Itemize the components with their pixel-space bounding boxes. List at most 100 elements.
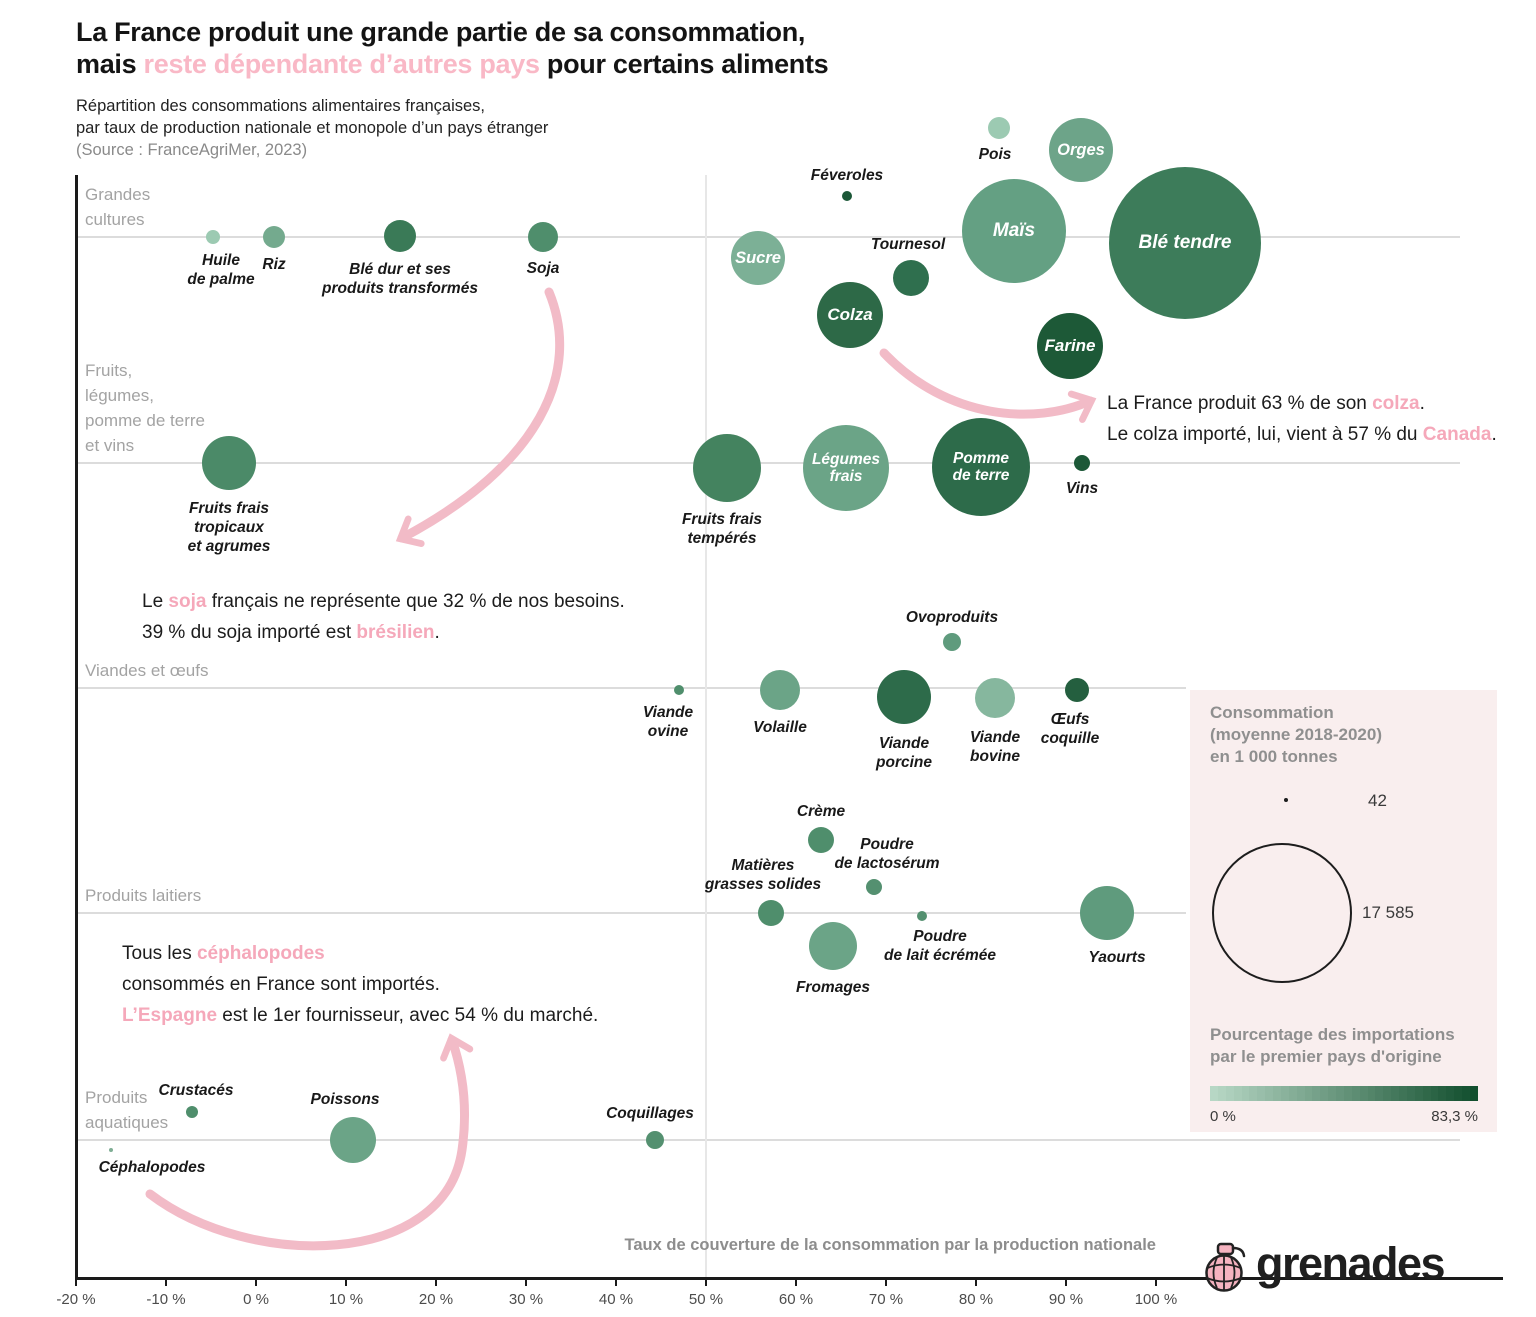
size-legend-title-3: en 1 000 tonnes xyxy=(1210,747,1338,766)
bubble-legumes-frais[interactable]: Légumes frais xyxy=(803,425,889,511)
gradient-segment xyxy=(1391,1086,1399,1101)
bubble-soja[interactable] xyxy=(528,222,558,252)
bubble-label-poissons: Poissons xyxy=(310,1091,380,1108)
bubble-viande-bovine[interactable] xyxy=(975,678,1015,718)
gradient-segment xyxy=(1422,1086,1431,1101)
color-legend-title-1: Pourcentage des importations xyxy=(1210,1025,1455,1044)
x-tick-mark xyxy=(345,1277,347,1286)
bubble-label-riz: Riz xyxy=(262,256,286,273)
bubble-poudre-lactoserum[interactable] xyxy=(866,879,882,895)
gradient-segment xyxy=(1225,1086,1234,1101)
annot-cephalopodes: Tous les céphalopodes consommés en France… xyxy=(122,943,599,1026)
x-tick-mark xyxy=(255,1277,257,1286)
x-tick-label: 10 % xyxy=(328,1291,364,1308)
gradient-segment xyxy=(1343,1086,1352,1101)
gradient-segment xyxy=(1454,1086,1462,1101)
bubble-crustaces[interactable] xyxy=(186,1106,198,1118)
bubble-sucre[interactable]: Sucre xyxy=(731,231,785,285)
bubble-farine[interactable]: Farine xyxy=(1037,313,1103,379)
bubble-colza[interactable]: Colza xyxy=(817,282,883,348)
bubble-fruits-temperes[interactable] xyxy=(693,434,761,502)
bubble-huile-de-palme[interactable] xyxy=(206,230,220,244)
bubble-coquillages[interactable] xyxy=(646,1131,664,1149)
gradient-segment xyxy=(1280,1086,1289,1101)
title-line2-pre: mais xyxy=(76,49,144,79)
color-gradient-bar xyxy=(1210,1086,1478,1101)
gradient-segment xyxy=(1414,1086,1423,1101)
bubble-cephalopodes[interactable] xyxy=(109,1148,113,1152)
gradient-segment xyxy=(1273,1086,1281,1101)
bubble-fruits-tropicaux[interactable] xyxy=(202,436,256,490)
soja-arrow xyxy=(395,287,565,547)
bubble-label-huile-de-palme: Huile de palme xyxy=(187,252,255,288)
category-label-viandes-oeufs: Viandes et œufs xyxy=(85,661,209,680)
bubble-label-viande-porcine: Viande porcine xyxy=(876,735,932,771)
x-tick-mark xyxy=(525,1277,527,1286)
bubble-label-ble-dur: Blé dur et ses produits transformés xyxy=(322,261,478,297)
x-axis-line xyxy=(75,1277,1503,1280)
bubble-label-matieres-grasses: Matières grasses solides xyxy=(704,857,822,893)
bubble-riz[interactable] xyxy=(263,226,285,248)
bubble-vins[interactable] xyxy=(1074,455,1090,471)
x-tick-mark xyxy=(705,1277,707,1286)
size-legend-max-value: 17 585 xyxy=(1362,903,1414,922)
gradient-segment xyxy=(1296,1086,1305,1101)
row-line-produits-aquatiques xyxy=(76,1139,1460,1141)
bubble-poudre-lait-ecreme[interactable] xyxy=(917,911,927,921)
bubble-label-coquillages: Coquillages xyxy=(606,1105,694,1122)
bubble-pomme-de-terre[interactable]: Pomme de terre xyxy=(932,418,1030,516)
gradient-segment xyxy=(1257,1086,1266,1101)
color-legend-title-2: par le premier pays d'origine xyxy=(1210,1047,1442,1066)
color-scale-min: 0 % xyxy=(1210,1108,1236,1125)
bubble-ovoproduits[interactable] xyxy=(943,633,961,651)
bubble-ble-dur[interactable] xyxy=(384,220,416,252)
size-legend-title: Consommation (moyenne 2018-2020) en 1 00… xyxy=(1210,702,1382,768)
x-tick-mark xyxy=(75,1277,77,1286)
bubble-pois[interactable] xyxy=(988,117,1010,139)
x-tick-label: 30 % xyxy=(508,1291,544,1308)
x-tick-mark xyxy=(975,1277,977,1286)
bubble-label-viande-ovine: Viande ovine xyxy=(642,704,694,740)
bubble-mais[interactable]: Maïs xyxy=(962,179,1066,283)
bubble-viande-ovine[interactable] xyxy=(674,685,684,695)
x-tick-label: 20 % xyxy=(418,1291,454,1308)
gradient-segment xyxy=(1351,1086,1360,1101)
bubble-label-pois: Pois xyxy=(978,146,1012,163)
gradient-segment xyxy=(1469,1086,1478,1101)
size-legend-max-circle xyxy=(1212,843,1352,983)
bubble-feveroles[interactable] xyxy=(842,191,852,201)
bubble-label-crustaces: Crustacés xyxy=(158,1082,234,1099)
x-tick-label: -20 % xyxy=(56,1291,96,1308)
gradient-segment xyxy=(1383,1086,1392,1101)
bubble-label-feveroles: Féveroles xyxy=(810,167,884,184)
subtitle-line1: Répartition des consommations alimentair… xyxy=(76,97,486,115)
bubble-label-pomme-de-terre: Pomme de terre xyxy=(952,449,1010,484)
bubble-tournesol[interactable] xyxy=(893,260,929,296)
bubble-label-vins: Vins xyxy=(1065,480,1099,497)
bubble-fromages[interactable] xyxy=(809,922,857,970)
bubble-orges[interactable]: Orges xyxy=(1049,118,1113,182)
bubble-volaille[interactable] xyxy=(760,670,800,710)
category-label-produits-aquatiques: Produits aquatiques xyxy=(85,1088,169,1132)
bubble-label-poudre-lait-ecreme: Poudre de lait écrémée xyxy=(883,928,997,964)
x-tick-label: 100 % xyxy=(1134,1291,1178,1308)
bubble-matieres-grasses[interactable] xyxy=(758,900,784,926)
bubble-ble-tendre[interactable]: Blé tendre xyxy=(1109,167,1261,319)
bubble-creme[interactable] xyxy=(808,827,834,853)
bubble-label-legumes-frais: Légumes frais xyxy=(811,450,881,485)
bubble-yaourts[interactable] xyxy=(1080,886,1134,940)
bubble-label-oeufs-coquille: Œufs coquille xyxy=(1040,711,1100,747)
page-title: La France produit une grande partie de s… xyxy=(76,16,829,80)
bubble-label-farine: Farine xyxy=(1044,335,1096,355)
bubble-oeufs-coquille[interactable] xyxy=(1065,678,1089,702)
bubble-poissons[interactable] xyxy=(330,1117,376,1163)
gradient-segment xyxy=(1438,1086,1447,1101)
bubble-label-volaille: Volaille xyxy=(753,719,807,736)
bubble-viande-porcine[interactable] xyxy=(877,670,931,724)
gradient-segment xyxy=(1406,1086,1415,1101)
brand-name: grenades xyxy=(1256,1238,1446,1289)
x-tick-mark xyxy=(1065,1277,1067,1286)
cephalopodes-arrow xyxy=(145,1033,474,1251)
x-tick-label: 50 % xyxy=(688,1291,724,1308)
